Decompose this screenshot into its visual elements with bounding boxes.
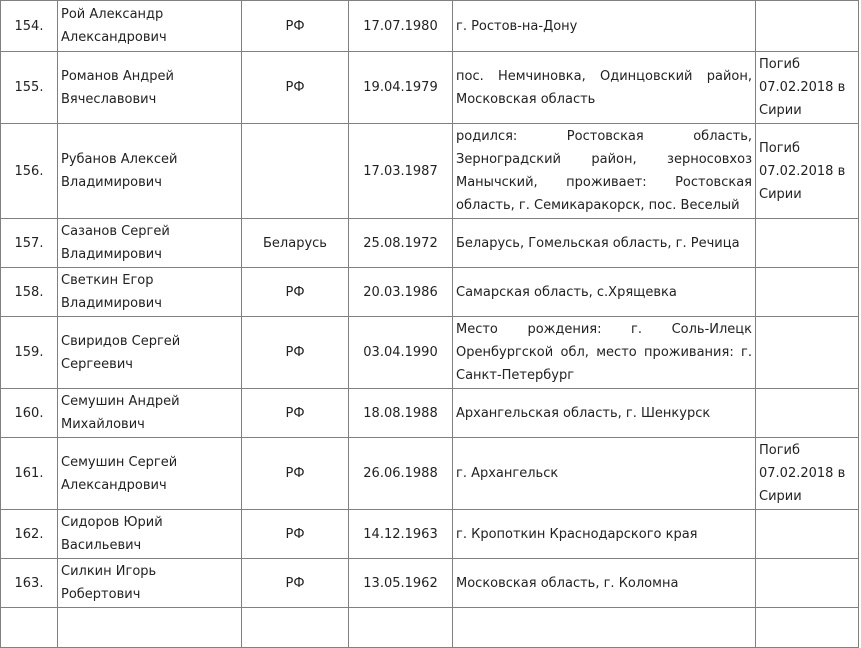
cell-note — [755, 267, 859, 317]
cell-citizenship — [241, 607, 349, 648]
cell-note — [755, 0, 859, 52]
cell-name: Сидоров Юрий Васильевич — [57, 509, 242, 559]
cell-note: Погиб 07.02.2018 в Сирии — [755, 123, 859, 219]
cell-name: Семушин Андрей Михайлович — [57, 388, 242, 438]
cell-citizenship: Беларусь — [241, 218, 349, 268]
table-row: 162. Сидоров Юрий Васильевич РФ 14.12.1963 г… — [0, 509, 859, 559]
cell-citizenship: РФ — [241, 267, 349, 317]
cell-number: 160. — [0, 388, 58, 438]
cell-birthplace: Московская область, г. Коломна — [452, 558, 756, 608]
cell-birthdate: 17.07.1980 — [348, 0, 453, 52]
cell-note — [755, 509, 859, 559]
cell-note — [755, 218, 859, 268]
cell-note: Погиб 07.02.2018 в Сирии — [755, 437, 859, 510]
cell-name: Свиридов Сергей Сергеевич — [57, 316, 242, 389]
table-row: 157. Сазанов Сергей Владимирович Беларусь 2… — [0, 218, 859, 268]
cell-note: Погиб 07.02.2018 в Сирии — [755, 51, 859, 124]
table-row: 154. Рой Александр Александрович РФ 17.07.1… — [0, 0, 859, 52]
cell-note — [755, 388, 859, 438]
cell-number: 154. — [0, 0, 58, 52]
cell-note — [755, 316, 859, 389]
cell-name: Романов Андрей Вячеславович — [57, 51, 242, 124]
cell-birthplace: г. Архангельск — [452, 437, 756, 510]
cell-number: 163. — [0, 558, 58, 608]
cell-note — [755, 558, 859, 608]
table-row: 156. Рубанов Алексей Владимирович 17.03.19… — [0, 123, 859, 219]
cell-birthplace: родился: Ростовская область, Зерноградск… — [452, 123, 756, 219]
table-row-partial — [0, 607, 859, 648]
cell-citizenship — [241, 123, 349, 219]
cell-birthplace — [452, 607, 756, 648]
cell-name: Сазанов Сергей Владимирович — [57, 218, 242, 268]
cell-birthdate: 03.04.1990 — [348, 316, 453, 389]
cell-birthdate: 19.04.1979 — [348, 51, 453, 124]
cell-number: 161. — [0, 437, 58, 510]
cell-name: Семушин Сергей Александрович — [57, 437, 242, 510]
cell-citizenship: РФ — [241, 388, 349, 438]
cell-name — [57, 607, 242, 648]
cell-number — [0, 607, 58, 648]
cell-number: 157. — [0, 218, 58, 268]
cell-birthplace: Архангельская область, г. Шенкурск — [452, 388, 756, 438]
cell-birthplace: г. Ростов-на-Дону — [452, 0, 756, 52]
cell-birthdate — [348, 607, 453, 648]
cell-citizenship: РФ — [241, 437, 349, 510]
cell-birthplace: Беларусь, Гомельская область, г. Речица — [452, 218, 756, 268]
table-row: 160. Семушин Андрей Михайлович РФ 18.08.198… — [0, 388, 859, 438]
cell-birthplace: Самарская область, с.Хрящевка — [452, 267, 756, 317]
cell-name: Силкин Игорь Робертович — [57, 558, 242, 608]
cell-number: 156. — [0, 123, 58, 219]
cell-name: Светкин Егор Владимирович — [57, 267, 242, 317]
cell-birthplace: пос. Немчиновка, Одинцовский район, Моск… — [452, 51, 756, 124]
cell-citizenship: РФ — [241, 0, 349, 52]
cell-birthdate: 26.06.1988 — [348, 437, 453, 510]
cell-birthdate: 18.08.1988 — [348, 388, 453, 438]
table-row: 161. Семушин Сергей Александрович РФ 26.06.… — [0, 437, 859, 510]
cell-citizenship: РФ — [241, 316, 349, 389]
cell-birthdate: 25.08.1972 — [348, 218, 453, 268]
cell-number: 158. — [0, 267, 58, 317]
cell-name: Рой Александр Александрович — [57, 0, 242, 52]
cell-birthdate: 14.12.1963 — [348, 509, 453, 559]
cell-citizenship: РФ — [241, 51, 349, 124]
table-row: 159. Свиридов Сергей Сергеевич РФ 03.04.199… — [0, 316, 859, 389]
cell-number: 162. — [0, 509, 58, 559]
table-row: 158. Светкин Егор Владимирович РФ 20.03.198… — [0, 267, 859, 317]
cell-number: 155. — [0, 51, 58, 124]
cell-birthdate: 13.05.1962 — [348, 558, 453, 608]
cell-birthplace: г. Кропоткин Краснодарского края — [452, 509, 756, 559]
cell-citizenship: РФ — [241, 509, 349, 559]
cell-name: Рубанов Алексей Владимирович — [57, 123, 242, 219]
cell-birthplace: Место рождения: г. Соль-Илецк Оренбургск… — [452, 316, 756, 389]
cell-citizenship: РФ — [241, 558, 349, 608]
cell-number: 159. — [0, 316, 58, 389]
cell-note — [755, 607, 859, 648]
cell-birthdate: 17.03.1987 — [348, 123, 453, 219]
table-row: 155. Романов Андрей Вячеславович РФ 19.04.1… — [0, 51, 859, 124]
table-row: 163. Силкин Игорь Робертович РФ 13.05.1962 М… — [0, 558, 859, 608]
cell-birthdate: 20.03.1986 — [348, 267, 453, 317]
